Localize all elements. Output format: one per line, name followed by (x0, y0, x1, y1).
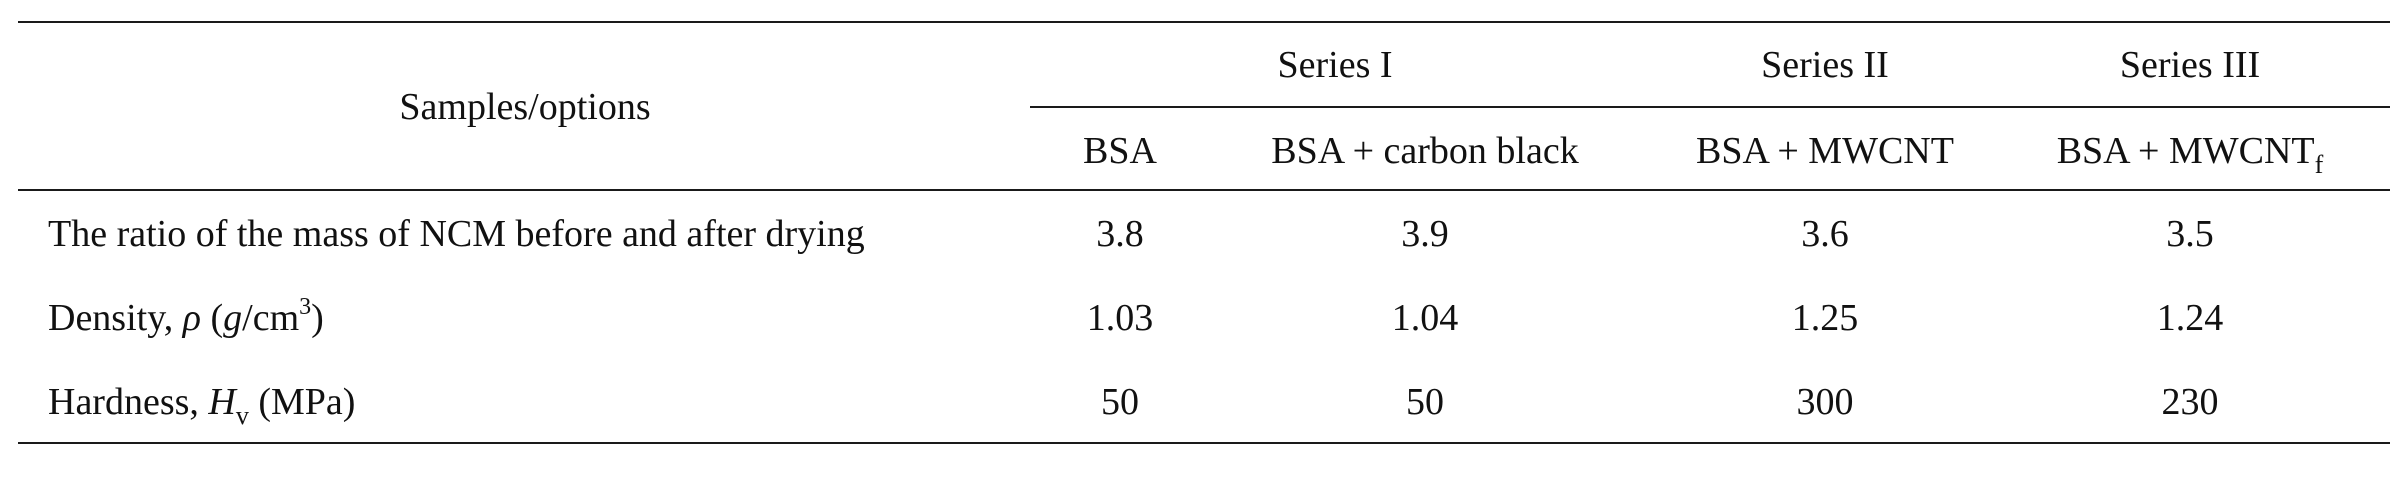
density-unit-open: ( (201, 297, 224, 339)
table-cell: 50 (1406, 381, 1444, 423)
header-col-bsa-carbon-black: BSA + carbon black (1271, 130, 1579, 172)
header-series-1: Series I (1277, 44, 1393, 86)
table-cell: 1.25 (1791, 297, 1859, 339)
table-cell: 50 (1101, 381, 1139, 423)
table-cell: 300 (1796, 381, 1854, 423)
hardness-label-text: Hardness, (48, 381, 209, 423)
header-col-bsa-mwcnt: BSA + MWCNT (1696, 130, 1954, 172)
header-col-subscript: f (2314, 150, 2324, 179)
header-col-bsa-mwcnt-f: BSA + MWCNTf (2056, 130, 2324, 178)
header-series-3: Series III (2119, 44, 2261, 86)
table-cell: 3.5 (2166, 213, 2214, 255)
density-label-text: Density, (48, 297, 183, 339)
header-bottom-rule (18, 189, 2390, 191)
row-label-density: Density, ρ (g/cm3) (48, 295, 324, 339)
row-label-mass-ratio: The ratio of the mass of NCM before and … (48, 213, 865, 255)
density-unit-exponent: 3 (299, 294, 312, 320)
table-cell: 1.24 (2156, 297, 2224, 339)
table-cell: 1.03 (1086, 297, 1154, 339)
table-cell: 1.04 (1391, 297, 1459, 339)
table-cell: 3.8 (1096, 213, 1144, 255)
series-header-rule (1030, 106, 2390, 108)
hardness-symbol-subscript: v (235, 401, 249, 430)
table-bottom-rule (18, 442, 2390, 444)
row-label-hardness: Hardness, Hv (MPa) (48, 381, 356, 429)
table-cell: 3.6 (1801, 213, 1849, 255)
density-unit-cm: /cm (242, 297, 300, 339)
table-cell: 3.9 (1401, 213, 1449, 255)
table-top-rule (18, 21, 2390, 23)
density-unit-g: g (223, 297, 243, 339)
rho-symbol: ρ (182, 297, 201, 339)
density-unit-close: ) (311, 297, 324, 339)
table-cell: 230 (2161, 381, 2219, 423)
header-col-bsa: BSA (1083, 130, 1157, 172)
hardness-unit: (MPa) (248, 381, 356, 423)
header-col-bsa-mwcnt-f-label: BSA + MWCNT (2056, 130, 2315, 172)
hardness-symbol: H (208, 381, 236, 423)
header-row-label: Samples/options (399, 86, 651, 128)
header-series-2: Series II (1761, 44, 1889, 86)
